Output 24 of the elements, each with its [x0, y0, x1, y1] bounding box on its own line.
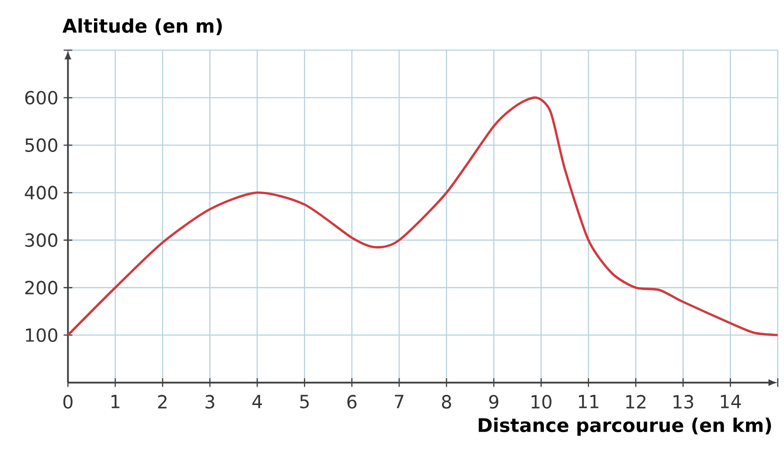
y-tick-label: 400 [24, 186, 58, 200]
x-tick-label: 14 [720, 395, 741, 408]
x-tick-label: 1 [112, 395, 120, 408]
x-tick-label: 12 [626, 395, 646, 408]
x-tick-label: 4 [252, 395, 262, 408]
x-tick-label: 10 [532, 395, 552, 409]
x-tick-label: 8 [442, 395, 452, 409]
x-tick-label: 6 [347, 395, 356, 409]
x-tick-label: 0 [63, 395, 72, 409]
x-tick-label: 5 [300, 395, 309, 409]
y-tick-label: 300 [25, 233, 58, 248]
x-tick-label: 3 [206, 395, 214, 409]
x-axis-title: Distance parcourue (en km) [478, 418, 772, 436]
y-tick-label: 500 [25, 138, 58, 152]
x-tick-label: 9 [489, 395, 498, 409]
y-tick-label: 600 [25, 90, 58, 105]
x-tick-label: 7 [394, 395, 404, 408]
x-tick-label: 11 [578, 395, 598, 408]
y-tick-label: 200 [25, 280, 58, 295]
line-series [66, 96, 779, 336]
x-tick-label: 2 [158, 395, 167, 408]
y-axis-title: Altitude (en m) [62, 18, 222, 36]
x-tick-label: 13 [674, 395, 694, 409]
y-tick-label: 100 [26, 328, 58, 342]
